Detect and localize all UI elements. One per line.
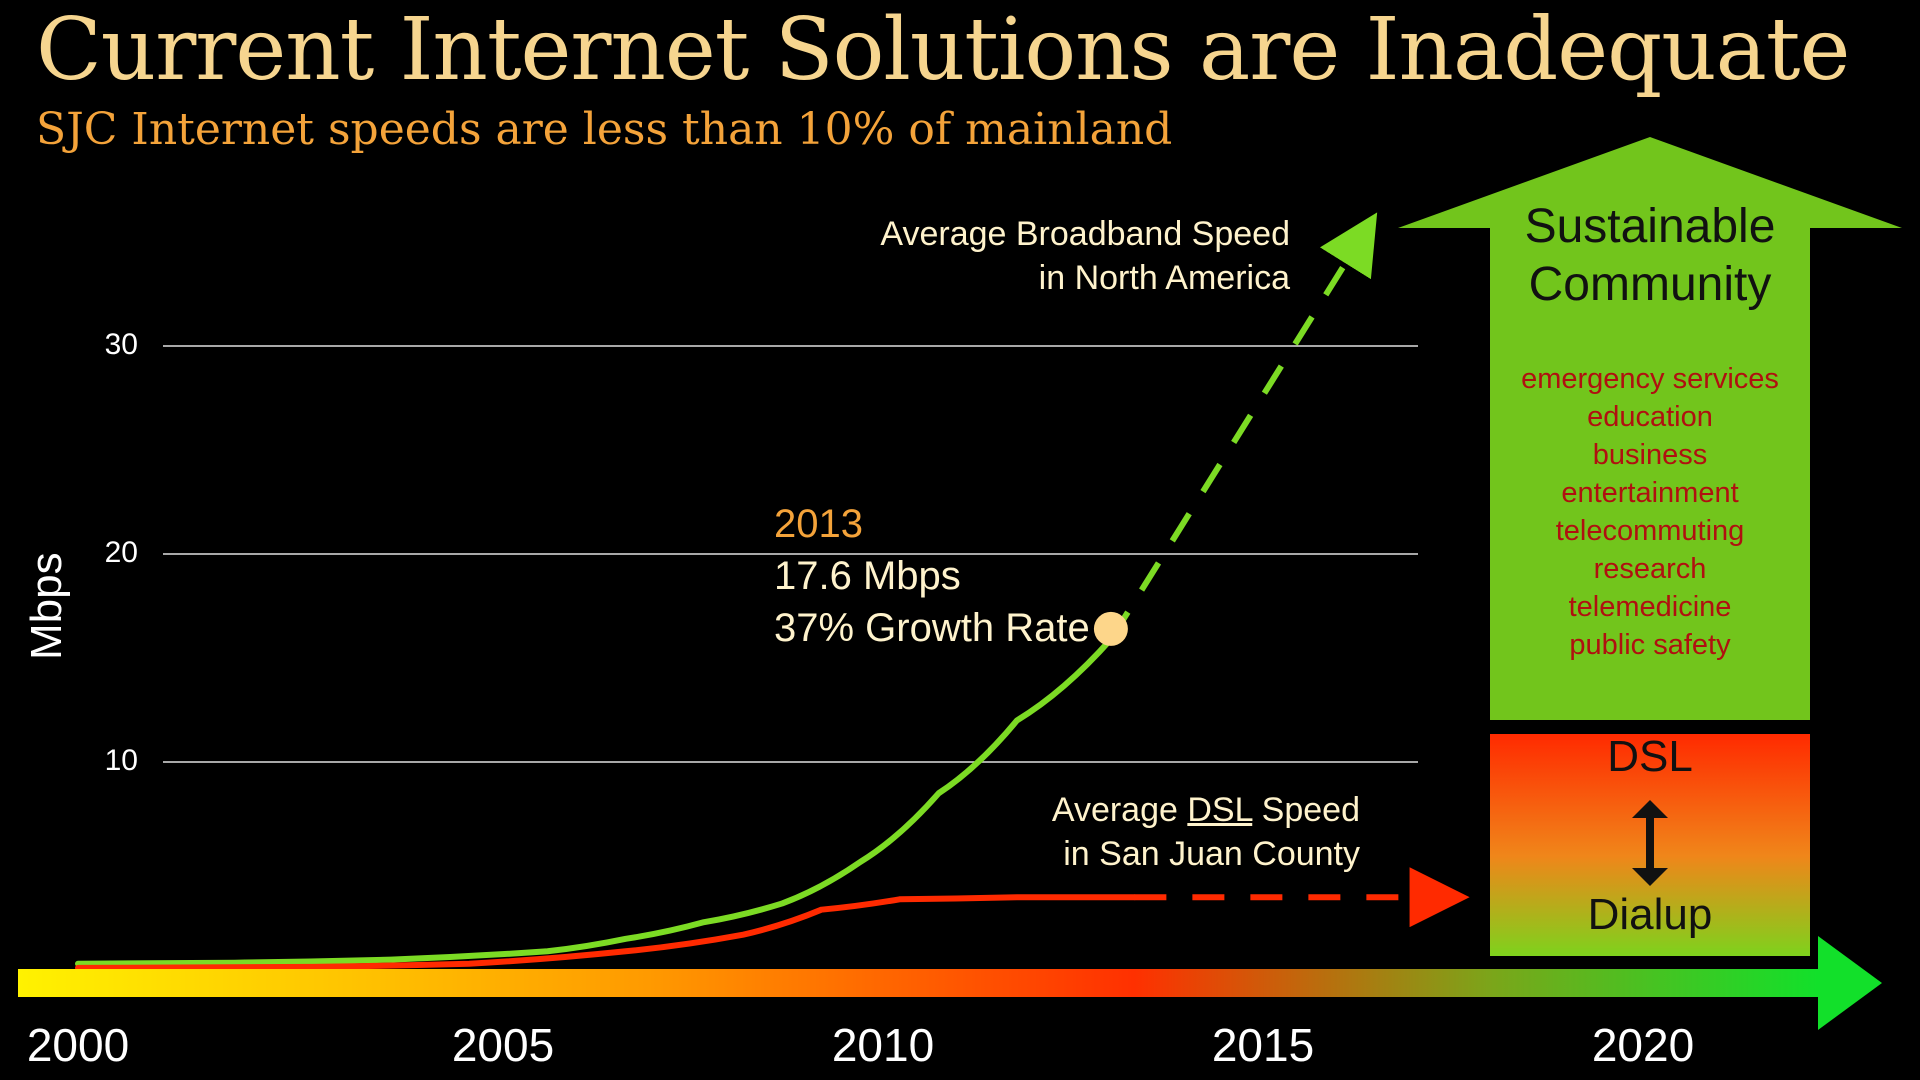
x-tick-2015: 2015 [1211, 1019, 1315, 1071]
panel-item: emergency services [1521, 363, 1779, 395]
panel-item: education [1587, 401, 1713, 433]
dsl-annotation-line2: in San Juan County [1063, 835, 1360, 873]
x-tick-2000: 2000 [26, 1019, 130, 1071]
panel-item: research [1593, 553, 1707, 585]
dsl-annotation-prefix: Average [1051, 791, 1188, 829]
highlight-point-2013 [1093, 611, 1128, 646]
panel-item: business [1592, 439, 1708, 471]
dialup-label: Dialup [1587, 890, 1713, 939]
dsl-series-line [75, 894, 1138, 971]
broadband-projection-arrow [1108, 212, 1378, 641]
panel-benefit-list: emergency services education business en… [1490, 360, 1810, 664]
dsl-annotation-word: DSL [1187, 791, 1253, 829]
double-arrow-icon [1632, 800, 1668, 886]
dsl-annotation: Average DSL Speed in San Juan County [920, 788, 1360, 876]
y-tick-10: 10 [104, 744, 138, 777]
panel-title-line1: Sustainable [1524, 200, 1776, 253]
point-speed: 17.6 Mbps [774, 554, 961, 598]
dsl-label: DSL [1607, 732, 1693, 781]
broadband-annotation-line2: in North America [1038, 259, 1290, 297]
sustainable-arrow-body [1490, 226, 1810, 720]
panel-title: Sustainable Community [1490, 198, 1810, 314]
panel-item: telemedicine [1568, 591, 1732, 623]
sustainable-arrow-head [1398, 137, 1902, 228]
panel-item: public safety [1569, 629, 1731, 661]
broadband-series-line [75, 636, 1114, 967]
dsl-annotation-line1: Average DSL Speed [920, 788, 1360, 832]
x-tick-2010: 2010 [831, 1019, 935, 1071]
dsl-annotation-suffix: Speed [1252, 791, 1360, 829]
broadband-annotation: Average Broadband Speed in North America [820, 212, 1290, 300]
time-axis-arrowhead [1818, 936, 1882, 1030]
slide-title: Current Internet Solutions are Inadequat… [36, 0, 1850, 100]
series-layer [75, 212, 1470, 971]
x-tick-2020: 2020 [1591, 1019, 1695, 1071]
slide-subtitle: SJC Internet speeds are less than 10% of… [36, 104, 1173, 155]
point-annotation: 2013 17.6 Mbps 37% Growth Rate [774, 498, 1090, 654]
y-tick-30: 30 [104, 328, 138, 361]
point-growth: 37% Growth Rate [774, 606, 1090, 650]
y-tick-20: 20 [104, 536, 138, 569]
grid-lines [163, 345, 1418, 763]
panel-item: telecommuting [1555, 515, 1745, 547]
panel-item: entertainment [1561, 477, 1739, 509]
time-axis-bar [18, 969, 1818, 997]
panel-title-line2: Community [1528, 258, 1772, 311]
point-year: 2013 [774, 502, 863, 546]
broadband-annotation-line1: Average Broadband Speed [880, 215, 1290, 253]
x-tick-2005: 2005 [451, 1019, 555, 1071]
